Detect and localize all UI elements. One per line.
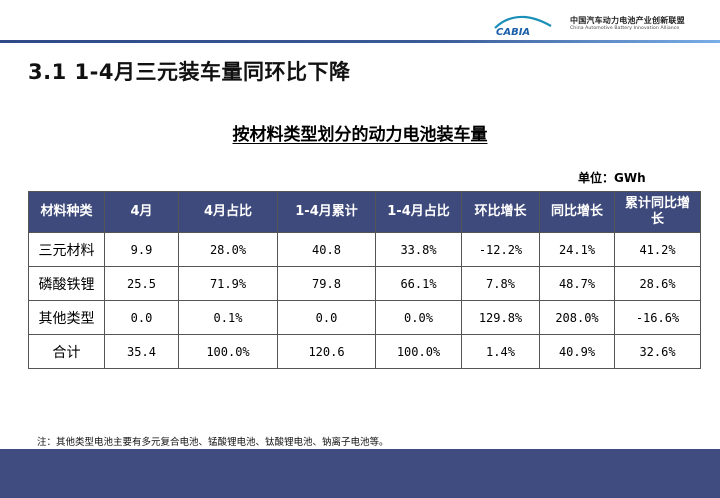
- cell-value: 66.1%: [375, 266, 462, 301]
- cell-value: 24.1%: [539, 232, 615, 267]
- cell-value: 0.0%: [375, 300, 462, 335]
- cell-value: 129.8%: [461, 300, 540, 335]
- footnote: 注：其他类型电池主要有多元复合电池、锰酸锂电池、钛酸锂电池、钠离子电池等。: [37, 437, 389, 448]
- cell-value: 9.9: [104, 232, 179, 267]
- cell-value: 1.4%: [461, 334, 540, 369]
- org-name-en: China Automotive Battery Innovation Alli…: [570, 26, 680, 31]
- table-row: 其他类型 0.0 0.1% 0.0 0.0% 129.8% 208.0% -16…: [28, 300, 701, 335]
- cell-value: 32.6%: [614, 334, 701, 369]
- cell-value: -12.2%: [461, 232, 540, 267]
- header-mom-growth: 环比增长: [461, 191, 540, 233]
- header-yoy-growth: 同比增长: [539, 191, 615, 233]
- header-jan-apr-share: 1-4月占比: [375, 191, 462, 233]
- cell-value: 0.0: [277, 300, 376, 335]
- cell-value: -16.6%: [614, 300, 701, 335]
- footer-band: [0, 449, 720, 498]
- cell-value: 7.8%: [461, 266, 540, 301]
- cell-value: 100.0%: [375, 334, 462, 369]
- cell-value: 100.0%: [178, 334, 278, 369]
- cell-value: 0.1%: [178, 300, 278, 335]
- cell-value: 41.2%: [614, 232, 701, 267]
- cell-value: 208.0%: [539, 300, 615, 335]
- header-april-share: 4月占比: [178, 191, 278, 233]
- table-title: 按材料类型划分的动力电池装车量: [232, 125, 488, 145]
- cell-material: 磷酸铁锂: [28, 266, 105, 301]
- cell-material: 其他类型: [28, 300, 105, 335]
- unit-label: 单位：GWh: [578, 171, 646, 185]
- cell-value: 28.6%: [614, 266, 701, 301]
- cell-value: 120.6: [277, 334, 376, 369]
- header-divider: [0, 40, 720, 43]
- cell-value: 40.9%: [539, 334, 615, 369]
- cell-value: 28.0%: [178, 232, 278, 267]
- table-header-row: 材料种类 4月 4月占比 1-4月累计 1-4月占比 环比增长 同比增长 累计同…: [28, 191, 701, 233]
- cabia-logo: CABIA: [493, 14, 553, 38]
- car-roof-icon: CABIA: [494, 15, 552, 38]
- cell-value: 33.8%: [375, 232, 462, 267]
- cell-material: 合计: [28, 334, 105, 369]
- cell-value: 40.8: [277, 232, 376, 267]
- header-jan-apr-cumulative: 1-4月累计: [277, 191, 376, 233]
- cell-value: 35.4: [104, 334, 179, 369]
- cell-value: 48.7%: [539, 266, 615, 301]
- svg-text:CABIA: CABIA: [496, 27, 530, 36]
- cell-value: 0.0: [104, 300, 179, 335]
- table-row: 磷酸铁锂 25.5 71.9% 79.8 66.1% 7.8% 48.7% 28…: [28, 266, 701, 301]
- cell-value: 25.5: [104, 266, 179, 301]
- table-row-total: 合计 35.4 100.0% 120.6 100.0% 1.4% 40.9% 3…: [28, 334, 701, 369]
- cell-value: 79.8: [277, 266, 376, 301]
- slide-title: 3.1 1-4月三元装车量同环比下降: [28, 60, 351, 84]
- header-cumulative-yoy-growth: 累计同比增长: [614, 191, 701, 233]
- org-name-cn: 中国汽车动力电池产业创新联盟: [570, 16, 685, 25]
- cell-value: 71.9%: [178, 266, 278, 301]
- header-material-type: 材料种类: [28, 191, 105, 233]
- cell-material: 三元材料: [28, 232, 105, 267]
- table-row: 三元材料 9.9 28.0% 40.8 33.8% -12.2% 24.1% 4…: [28, 232, 701, 267]
- battery-installation-table: 材料种类 4月 4月占比 1-4月累计 1-4月占比 环比增长 同比增长 累计同…: [28, 191, 701, 369]
- header-april: 4月: [104, 191, 179, 233]
